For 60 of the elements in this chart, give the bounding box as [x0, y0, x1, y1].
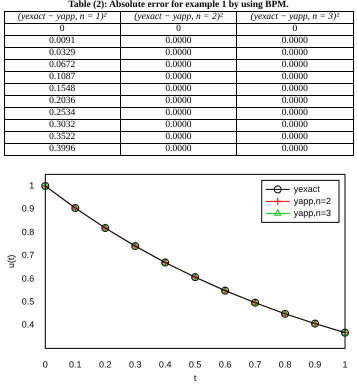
y-tick-label: 0.4	[22, 320, 34, 330]
y-tick-label: 1	[29, 180, 34, 190]
category-label: (yexact − yapp, n = 2)²	[120, 12, 237, 24]
x-tick-label: 0.8	[278, 359, 292, 370]
category-label: (yexact − yapp, n = 1)²	[4, 12, 120, 24]
text: 0.0000	[282, 60, 308, 70]
text: 0.0000	[282, 96, 308, 106]
text: 0.3032	[49, 120, 76, 130]
text: 0.0000	[165, 72, 192, 82]
text: 0.0329	[49, 48, 76, 58]
x-tick-label: 0.6	[218, 359, 232, 370]
y-tick-label: 0.8	[22, 226, 34, 237]
y-tick-label: 0.5	[22, 296, 34, 306]
text: 0.0000	[282, 48, 308, 58]
text: 0.0000	[165, 36, 192, 46]
text: 0.0000	[165, 144, 192, 154]
text: 0.2534	[49, 108, 76, 118]
legend-label: yapp,n=2	[294, 196, 332, 206]
text: 0.3996	[49, 144, 76, 154]
y-tick-label: 0.7	[22, 250, 34, 260]
text: 0.1548	[49, 84, 76, 94]
text: 0.0000	[282, 120, 308, 130]
text: 0.0091	[49, 36, 76, 46]
legend-label: yexact	[294, 184, 320, 194]
x-tick-label: 0.4	[158, 359, 172, 370]
text: 0	[60, 24, 65, 34]
text: 0.0000	[165, 96, 192, 106]
x-tick-label: 0.9	[308, 359, 322, 370]
text: 0	[292, 24, 298, 34]
x-axis-title: t	[194, 373, 197, 384]
x-tick-label: 0	[42, 359, 48, 370]
text: 0.0000	[282, 108, 308, 118]
text: Table (2): Absolute error for example 1 by using BPM.	[67, 0, 290, 11]
category-label: (yexact − yapp, n = 3)²	[236, 12, 353, 24]
text: 0.0000	[282, 72, 308, 82]
text: 0.0000	[282, 132, 308, 142]
text: 0.0000	[165, 84, 192, 94]
text: 0.0000	[165, 60, 192, 70]
text: 0.0000	[165, 132, 192, 142]
legend-label: yapp,n=3	[294, 208, 332, 218]
y-tick-label: 0.9	[22, 204, 34, 214]
text: 0.0672	[49, 60, 76, 70]
text: 0.0000	[282, 84, 308, 94]
x-tick-label: 0.1	[69, 359, 82, 370]
y-tick-label: 0.6	[22, 273, 34, 284]
text: 0.0000	[282, 144, 308, 154]
text: 0.0000	[165, 48, 192, 58]
x-tick-label: 0.5	[188, 359, 202, 370]
x-tick-label: 1	[342, 359, 348, 370]
text: 0.2036	[49, 96, 76, 106]
x-tick-label: 0.2	[98, 359, 112, 370]
y-axis-title: u(t)	[6, 254, 16, 268]
x-tick-label: 0.3	[128, 359, 142, 370]
text: 0.0000	[165, 120, 192, 130]
text: 0.3522	[49, 132, 76, 142]
text: 0	[176, 24, 181, 34]
text: 0.0000	[282, 36, 308, 46]
x-tick-label: 0.7	[248, 359, 262, 370]
text: 0.1087	[49, 72, 76, 82]
text: 0.0000	[165, 108, 192, 118]
